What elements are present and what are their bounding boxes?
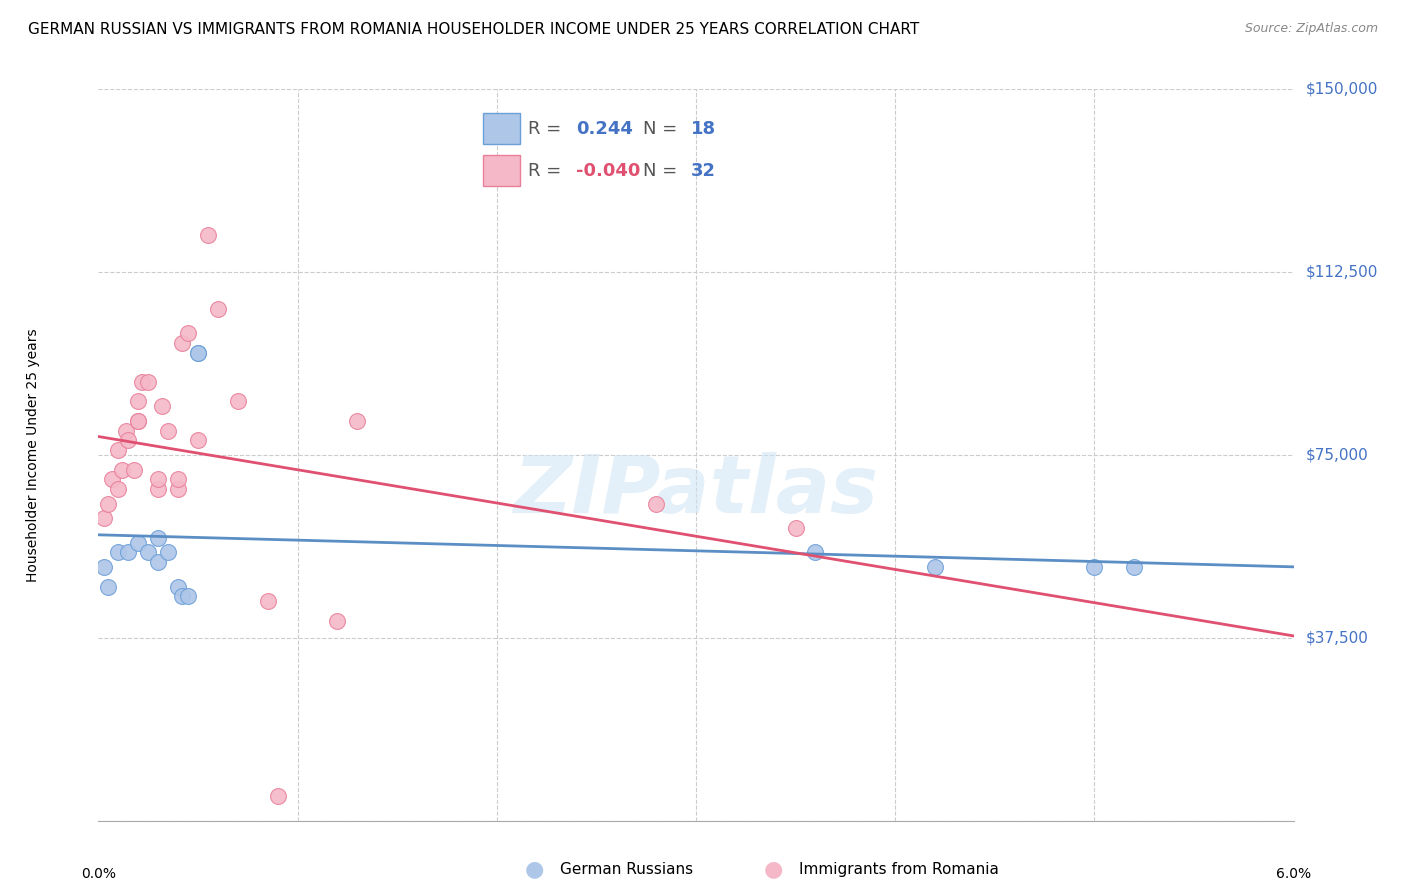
Point — [167, 580, 190, 594]
Point — [1123, 560, 1146, 574]
Point — [127, 394, 149, 409]
Point — [187, 345, 209, 359]
Point — [207, 301, 229, 316]
Point — [97, 497, 120, 511]
Text: $150,000: $150,000 — [1305, 82, 1378, 96]
Text: ZIPatlas: ZIPatlas — [513, 452, 879, 531]
Point — [124, 462, 146, 476]
Point — [645, 497, 668, 511]
Point — [187, 434, 209, 448]
Text: GERMAN RUSSIAN VS IMMIGRANTS FROM ROMANIA HOUSEHOLDER INCOME UNDER 25 YEARS CORR: GERMAN RUSSIAN VS IMMIGRANTS FROM ROMANI… — [28, 22, 920, 37]
Point — [107, 443, 129, 458]
Point — [804, 545, 827, 559]
Text: ●: ● — [524, 860, 544, 880]
Text: German Russians: German Russians — [560, 863, 693, 877]
Point — [148, 531, 170, 545]
Point — [93, 511, 115, 525]
Point — [107, 482, 129, 496]
Point — [157, 545, 180, 559]
Text: 6.0%: 6.0% — [1277, 867, 1310, 881]
Point — [326, 614, 349, 628]
Text: Source: ZipAtlas.com: Source: ZipAtlas.com — [1244, 22, 1378, 36]
Text: ●: ● — [763, 860, 783, 880]
Point — [136, 375, 159, 389]
Point — [256, 594, 278, 608]
Point — [187, 345, 209, 359]
Point — [226, 394, 249, 409]
Text: $37,500: $37,500 — [1305, 631, 1368, 645]
Point — [167, 472, 190, 486]
Point — [177, 590, 200, 604]
Point — [101, 472, 124, 486]
Point — [1083, 560, 1105, 574]
Point — [127, 535, 149, 549]
Point — [785, 521, 807, 535]
Point — [172, 590, 194, 604]
Point — [117, 545, 139, 559]
Point — [167, 482, 190, 496]
Point — [267, 789, 290, 804]
Point — [172, 335, 194, 350]
Point — [97, 580, 120, 594]
Text: 0.0%: 0.0% — [82, 867, 115, 881]
Text: $112,500: $112,500 — [1305, 265, 1378, 279]
Point — [93, 560, 115, 574]
Point — [148, 472, 170, 486]
Text: Immigrants from Romania: Immigrants from Romania — [799, 863, 998, 877]
Point — [148, 555, 170, 569]
Point — [148, 482, 170, 496]
Point — [117, 434, 139, 448]
Point — [136, 545, 159, 559]
Point — [177, 326, 200, 340]
Point — [127, 414, 149, 428]
Point — [346, 414, 368, 428]
Point — [131, 375, 153, 389]
Text: $75,000: $75,000 — [1305, 448, 1368, 462]
Point — [150, 399, 173, 413]
Point — [127, 414, 149, 428]
Point — [197, 228, 219, 243]
Point — [107, 545, 129, 559]
Text: Householder Income Under 25 years: Householder Income Under 25 years — [25, 328, 39, 582]
Point — [115, 424, 138, 438]
Point — [924, 560, 946, 574]
Point — [111, 462, 134, 476]
Point — [157, 424, 180, 438]
